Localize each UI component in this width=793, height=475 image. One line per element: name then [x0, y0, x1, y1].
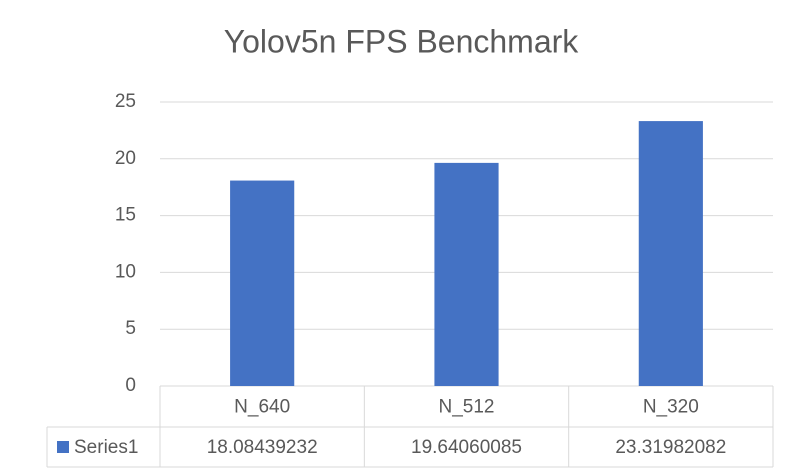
bar	[638, 121, 703, 386]
bar	[230, 180, 295, 386]
y-tick-label: 15	[115, 205, 136, 226]
x-tick-label: N_512	[439, 397, 495, 418]
x-tick-label: N_320	[643, 397, 699, 418]
table-value: 18.08439232	[207, 437, 318, 458]
y-tick-label: 0	[125, 375, 136, 396]
y-tick-label: 5	[125, 318, 136, 339]
y-tick-label: 20	[115, 148, 136, 169]
legend-key	[57, 441, 69, 453]
x-tick-label: N_640	[234, 397, 290, 418]
table-value: 23.31982082	[615, 437, 726, 458]
y-tick-label: 10	[115, 261, 136, 282]
chart-title: Yolov5n FPS Benchmark	[224, 23, 580, 59]
y-tick-label: 25	[115, 91, 136, 112]
table-value: 19.64060085	[411, 437, 522, 458]
bar	[434, 162, 499, 386]
legend-label: Series1	[74, 437, 138, 458]
